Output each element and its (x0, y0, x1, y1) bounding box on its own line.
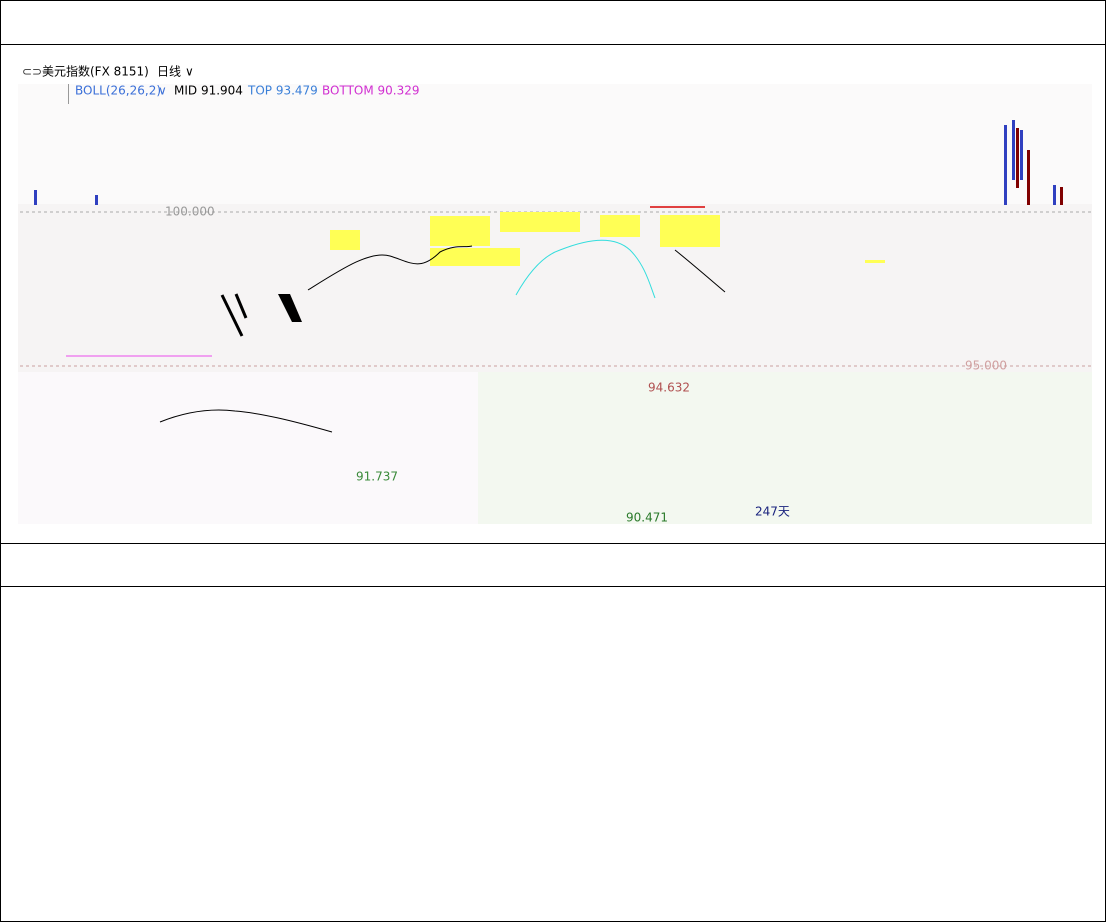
symbol[interactable]: 美元指数(FX 8151) (42, 64, 149, 79)
glitch-stroke (220, 293, 248, 337)
glitch-line (66, 355, 212, 357)
annotation: 91.737 (356, 470, 398, 484)
glitch-blocks (330, 212, 885, 266)
indicator[interactable]: BOLL(26,26,2) (75, 84, 161, 98)
mid-value: MID 91.904 (174, 84, 243, 98)
glitch-curve (159, 409, 333, 433)
dropdown-icon[interactable]: ∨ (185, 65, 194, 79)
chart-band (478, 372, 1092, 524)
period[interactable]: 日线 (157, 65, 181, 79)
price-level: 100.000 (165, 205, 215, 219)
bottom-value: BOTTOM 90.329 (322, 84, 420, 98)
top-value: TOP 93.479 (247, 84, 318, 98)
glitch-curve (307, 245, 473, 291)
chart-image (18, 60, 1092, 524)
glitch-candles (1016, 128, 1063, 205)
annotation: 90.471 (626, 511, 668, 525)
price-level: 95.000 (965, 359, 1007, 373)
link-icon: ⊂⊃ (22, 65, 42, 79)
chart-band (18, 372, 478, 524)
glitch-curve (674, 249, 726, 293)
glitch-line (650, 206, 705, 208)
annotation: 94.632 (648, 381, 690, 395)
glitch-candles (34, 120, 1056, 205)
chart-toolbar (18, 60, 1092, 84)
glitch-curve (515, 239, 656, 299)
dropdown-icon[interactable]: ∨ (158, 84, 167, 98)
chart-band (18, 84, 1092, 204)
glitch-stroke (278, 294, 302, 322)
annotation: 247天 (755, 505, 790, 519)
